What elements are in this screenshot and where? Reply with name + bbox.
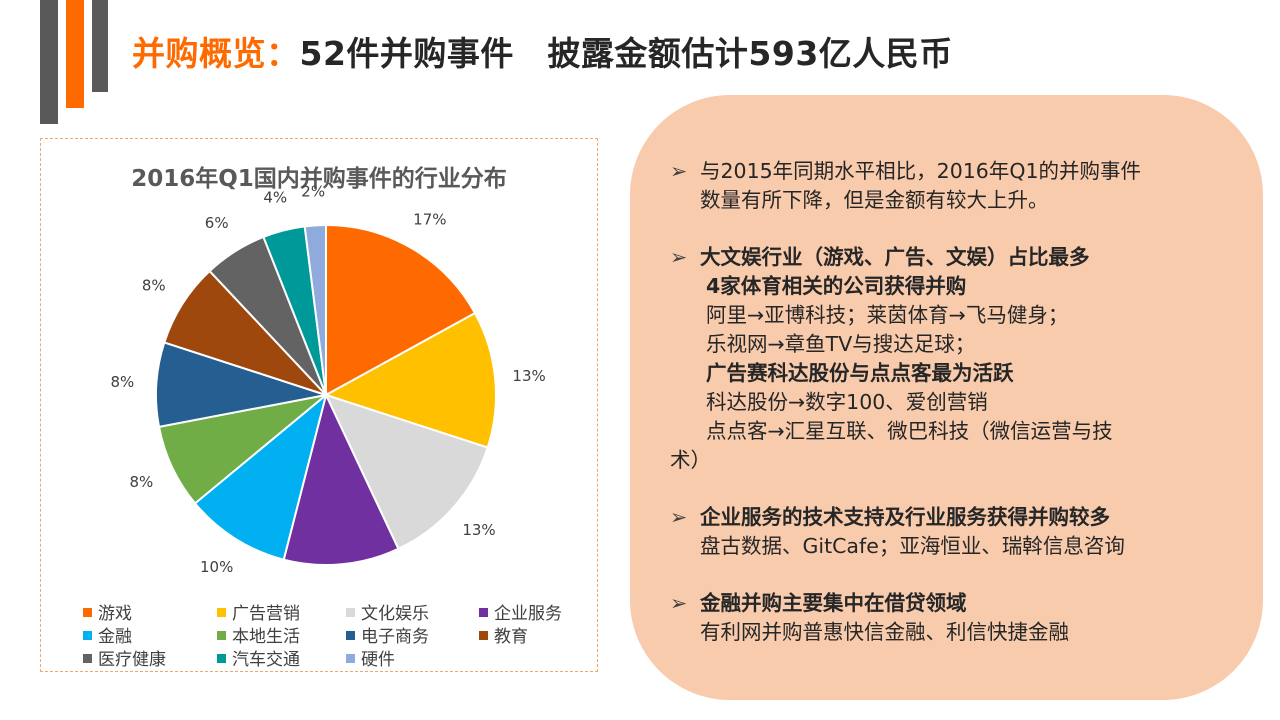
summary-section-4: ➢ 金融并购主要集中在借贷领域 有利网并购普惠快信金融、利信快捷金融 — [670, 589, 1230, 647]
legend-label: 文化娱乐 — [361, 604, 429, 624]
legend-label: 教育 — [494, 627, 528, 647]
bullet-arrow-icon: ➢ — [670, 505, 688, 529]
summary-line: 有利网并购普惠快信金融、利信快捷金融 — [700, 620, 1069, 644]
legend-item-6: 本地生活 — [217, 622, 300, 647]
summary-line: ➢ 大文娱行业（游戏、广告、文娱）占比最多 — [670, 243, 1230, 272]
pie-slice-1 — [325, 223, 477, 397]
chart-container: 2016年Q1国内并购事件的行业分布 17%13%13%11%10%8%8%8%… — [40, 138, 598, 672]
data-label-7: 8% — [111, 373, 135, 391]
legend-item-5: 金融 — [83, 622, 132, 647]
legend-label: 企业服务 — [494, 604, 562, 624]
pie-slice-4 — [282, 392, 400, 566]
summary-line: 科达股份→数字100、爱创营销 — [706, 390, 988, 414]
summary-line: ➢ 金融并购主要集中在借贷领域 — [670, 589, 1230, 618]
legend-swatch — [346, 607, 355, 617]
data-label-11: 2% — [301, 182, 325, 200]
page-title: 并购概览：52件并购事件 披露金额估计593亿人民币 — [132, 27, 953, 75]
bullet-arrow-icon: ➢ — [670, 591, 688, 615]
bullet-arrow-icon: ➢ — [670, 245, 688, 269]
legend-swatch — [83, 607, 92, 617]
legend-item-2: 广告营销 — [217, 599, 300, 624]
legend-swatch — [479, 630, 488, 640]
summary-section-3: ➢ 企业服务的技术支持及行业服务获得并购较多 盘古数据、GitCafe；亚海恒业、瑞… — [670, 503, 1230, 561]
legend-swatch — [217, 653, 226, 663]
summary-line: 点点客→汇星互联、微巴科技（微信运营与技 — [706, 419, 1113, 443]
summary-line: 盘古数据、GitCafe；亚海恒业、瑞斡信息咨询 — [700, 534, 1125, 558]
legend-item-4: 企业服务 — [479, 599, 562, 624]
data-label-1: 17% — [413, 210, 446, 228]
legend-swatch — [83, 630, 92, 640]
summary-line: 广告赛科达股份与点点客最为活跃 — [706, 361, 1014, 385]
legend-swatch — [217, 630, 226, 640]
pie-slice-5 — [193, 392, 328, 561]
legend-item-7: 电子商务 — [346, 622, 429, 647]
legend-item-8: 教育 — [479, 622, 528, 647]
legend-swatch — [346, 653, 355, 663]
pie-slice-11 — [303, 223, 327, 396]
pie-slice-2 — [323, 311, 497, 449]
legend-label: 广告营销 — [232, 604, 300, 624]
legend-swatch — [479, 607, 488, 617]
summary-line: 乐视网→章鱼TV与搜达足球； — [706, 332, 976, 356]
summary-line: ➢ 与2015年同期水平相比，2016年Q1的并购事件 — [670, 157, 1230, 186]
data-label-10: 4% — [263, 188, 287, 206]
legend-label: 医疗健康 — [98, 650, 166, 670]
legend-swatch — [217, 607, 226, 617]
bullet-arrow-icon: ➢ — [670, 159, 688, 183]
legend-label: 本地生活 — [232, 627, 300, 647]
decor-bar-orange — [66, 0, 84, 108]
pie-slice-3 — [324, 393, 489, 551]
legend-item-11: 硬件 — [346, 645, 395, 670]
legend-item-10: 汽车交通 — [217, 645, 300, 670]
data-label-3: 13% — [462, 521, 495, 539]
summary-line: 术） — [670, 448, 711, 472]
summary-line: ➢ 企业服务的技术支持及行业服务获得并购较多 — [670, 503, 1230, 532]
page-title-rest: 52件并购事件 披露金额估计593亿人民币 — [299, 34, 953, 73]
summary-line: 数量有所下降，但是金额有较大上升。 — [700, 188, 1049, 212]
legend-label: 汽车交通 — [232, 650, 300, 670]
decor-bar-gray-right — [92, 0, 108, 92]
legend-label: 金融 — [98, 627, 132, 647]
summary-section-2: ➢ 大文娱行业（游戏、广告、文娱）占比最多 4家体育相关的公司获得并购阿里→亚博科技… — [670, 243, 1230, 475]
page-title-highlight: 并购概览： — [132, 34, 300, 73]
data-label-2: 13% — [512, 367, 545, 385]
chart-title: 2016年Q1国内并购事件的行业分布 — [131, 166, 507, 192]
summary-line: 阿里→亚博科技；莱茵体育→飞马健身； — [706, 303, 1069, 327]
legend-swatch — [346, 630, 355, 640]
decor-bar-gray-left — [40, 0, 58, 124]
legend-item-9: 医疗健康 — [83, 645, 166, 670]
legend-item-1: 游戏 — [83, 599, 132, 624]
summary-panel: ➢ 与2015年同期水平相比，2016年Q1的并购事件 数量有所下降，但是金额有较大… — [630, 95, 1263, 700]
summary-line: 4家体育相关的公司获得并购 — [706, 274, 967, 298]
summary-section-1: ➢ 与2015年同期水平相比，2016年Q1的并购事件 数量有所下降，但是金额有较大… — [670, 157, 1230, 215]
data-label-6: 8% — [130, 473, 154, 491]
legend-label: 电子商务 — [361, 627, 429, 647]
pie-chart: 17%13%13%11%10%8%8%8%6%4%2% — [111, 182, 546, 576]
data-label-8: 8% — [142, 277, 166, 295]
legend-swatch — [83, 653, 92, 663]
legend-label: 硬件 — [361, 650, 395, 670]
data-label-5: 10% — [200, 558, 233, 576]
data-label-9: 6% — [205, 214, 229, 232]
legend-item-3: 文化娱乐 — [346, 599, 429, 624]
legend-label: 游戏 — [98, 604, 132, 624]
summary-text: ➢ 与2015年同期水平相比，2016年Q1的并购事件 数量有所下降，但是金额有较大… — [670, 157, 1230, 675]
